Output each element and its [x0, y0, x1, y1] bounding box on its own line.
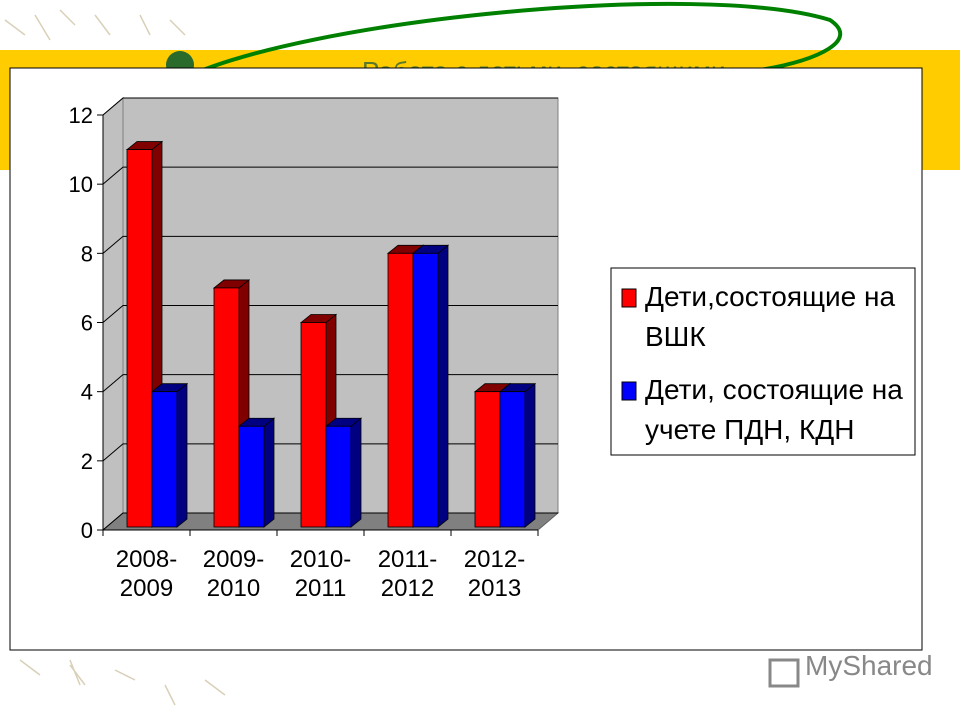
bar [499, 391, 526, 528]
bar-side [263, 417, 275, 528]
y-tick-label: 12 [69, 103, 93, 128]
bar [474, 391, 501, 528]
y-tick-label: 2 [81, 449, 93, 474]
bar [387, 252, 414, 528]
legend-label: Дети,состоящие на ВШК [645, 281, 896, 352]
bar [300, 322, 327, 528]
decor-curve [179, 1, 843, 82]
x-tick-label: 2012- 2013 [463, 546, 526, 602]
legend-box [610, 267, 916, 456]
bar [213, 287, 240, 528]
legend-swatch [621, 381, 637, 401]
bar-side [350, 417, 362, 528]
bar-side [176, 382, 188, 528]
y-tick-label: 10 [69, 172, 93, 197]
watermark-icon [768, 658, 800, 688]
bar [126, 149, 153, 528]
grid-line [102, 235, 558, 254]
x-tick-label: 2008- 2009 [115, 546, 178, 602]
grid-line [102, 97, 558, 116]
legend-label: Дети, состоящие на учете ПДН, КДН [645, 374, 903, 445]
legend-swatch [621, 288, 637, 308]
bar-side [524, 382, 536, 528]
bar [238, 425, 265, 528]
grid-line [102, 166, 558, 185]
x-tick-label: 2009- 2010 [202, 546, 265, 602]
y-tick-label: 0 [81, 518, 93, 543]
y-tick-label: 6 [81, 311, 93, 336]
x-tick-label: 2011- 2012 [377, 546, 438, 602]
watermark: MyShared [805, 650, 933, 681]
bar [325, 425, 352, 528]
bar [151, 391, 178, 528]
y-tick-label: 8 [81, 241, 93, 266]
bar-side [437, 244, 449, 528]
y-tick-label: 4 [81, 380, 93, 405]
bar [412, 252, 439, 528]
plot: 0 2 4 6 8 10 12 [69, 96, 560, 543]
x-tick-label: 2010- 2011 [289, 546, 352, 602]
